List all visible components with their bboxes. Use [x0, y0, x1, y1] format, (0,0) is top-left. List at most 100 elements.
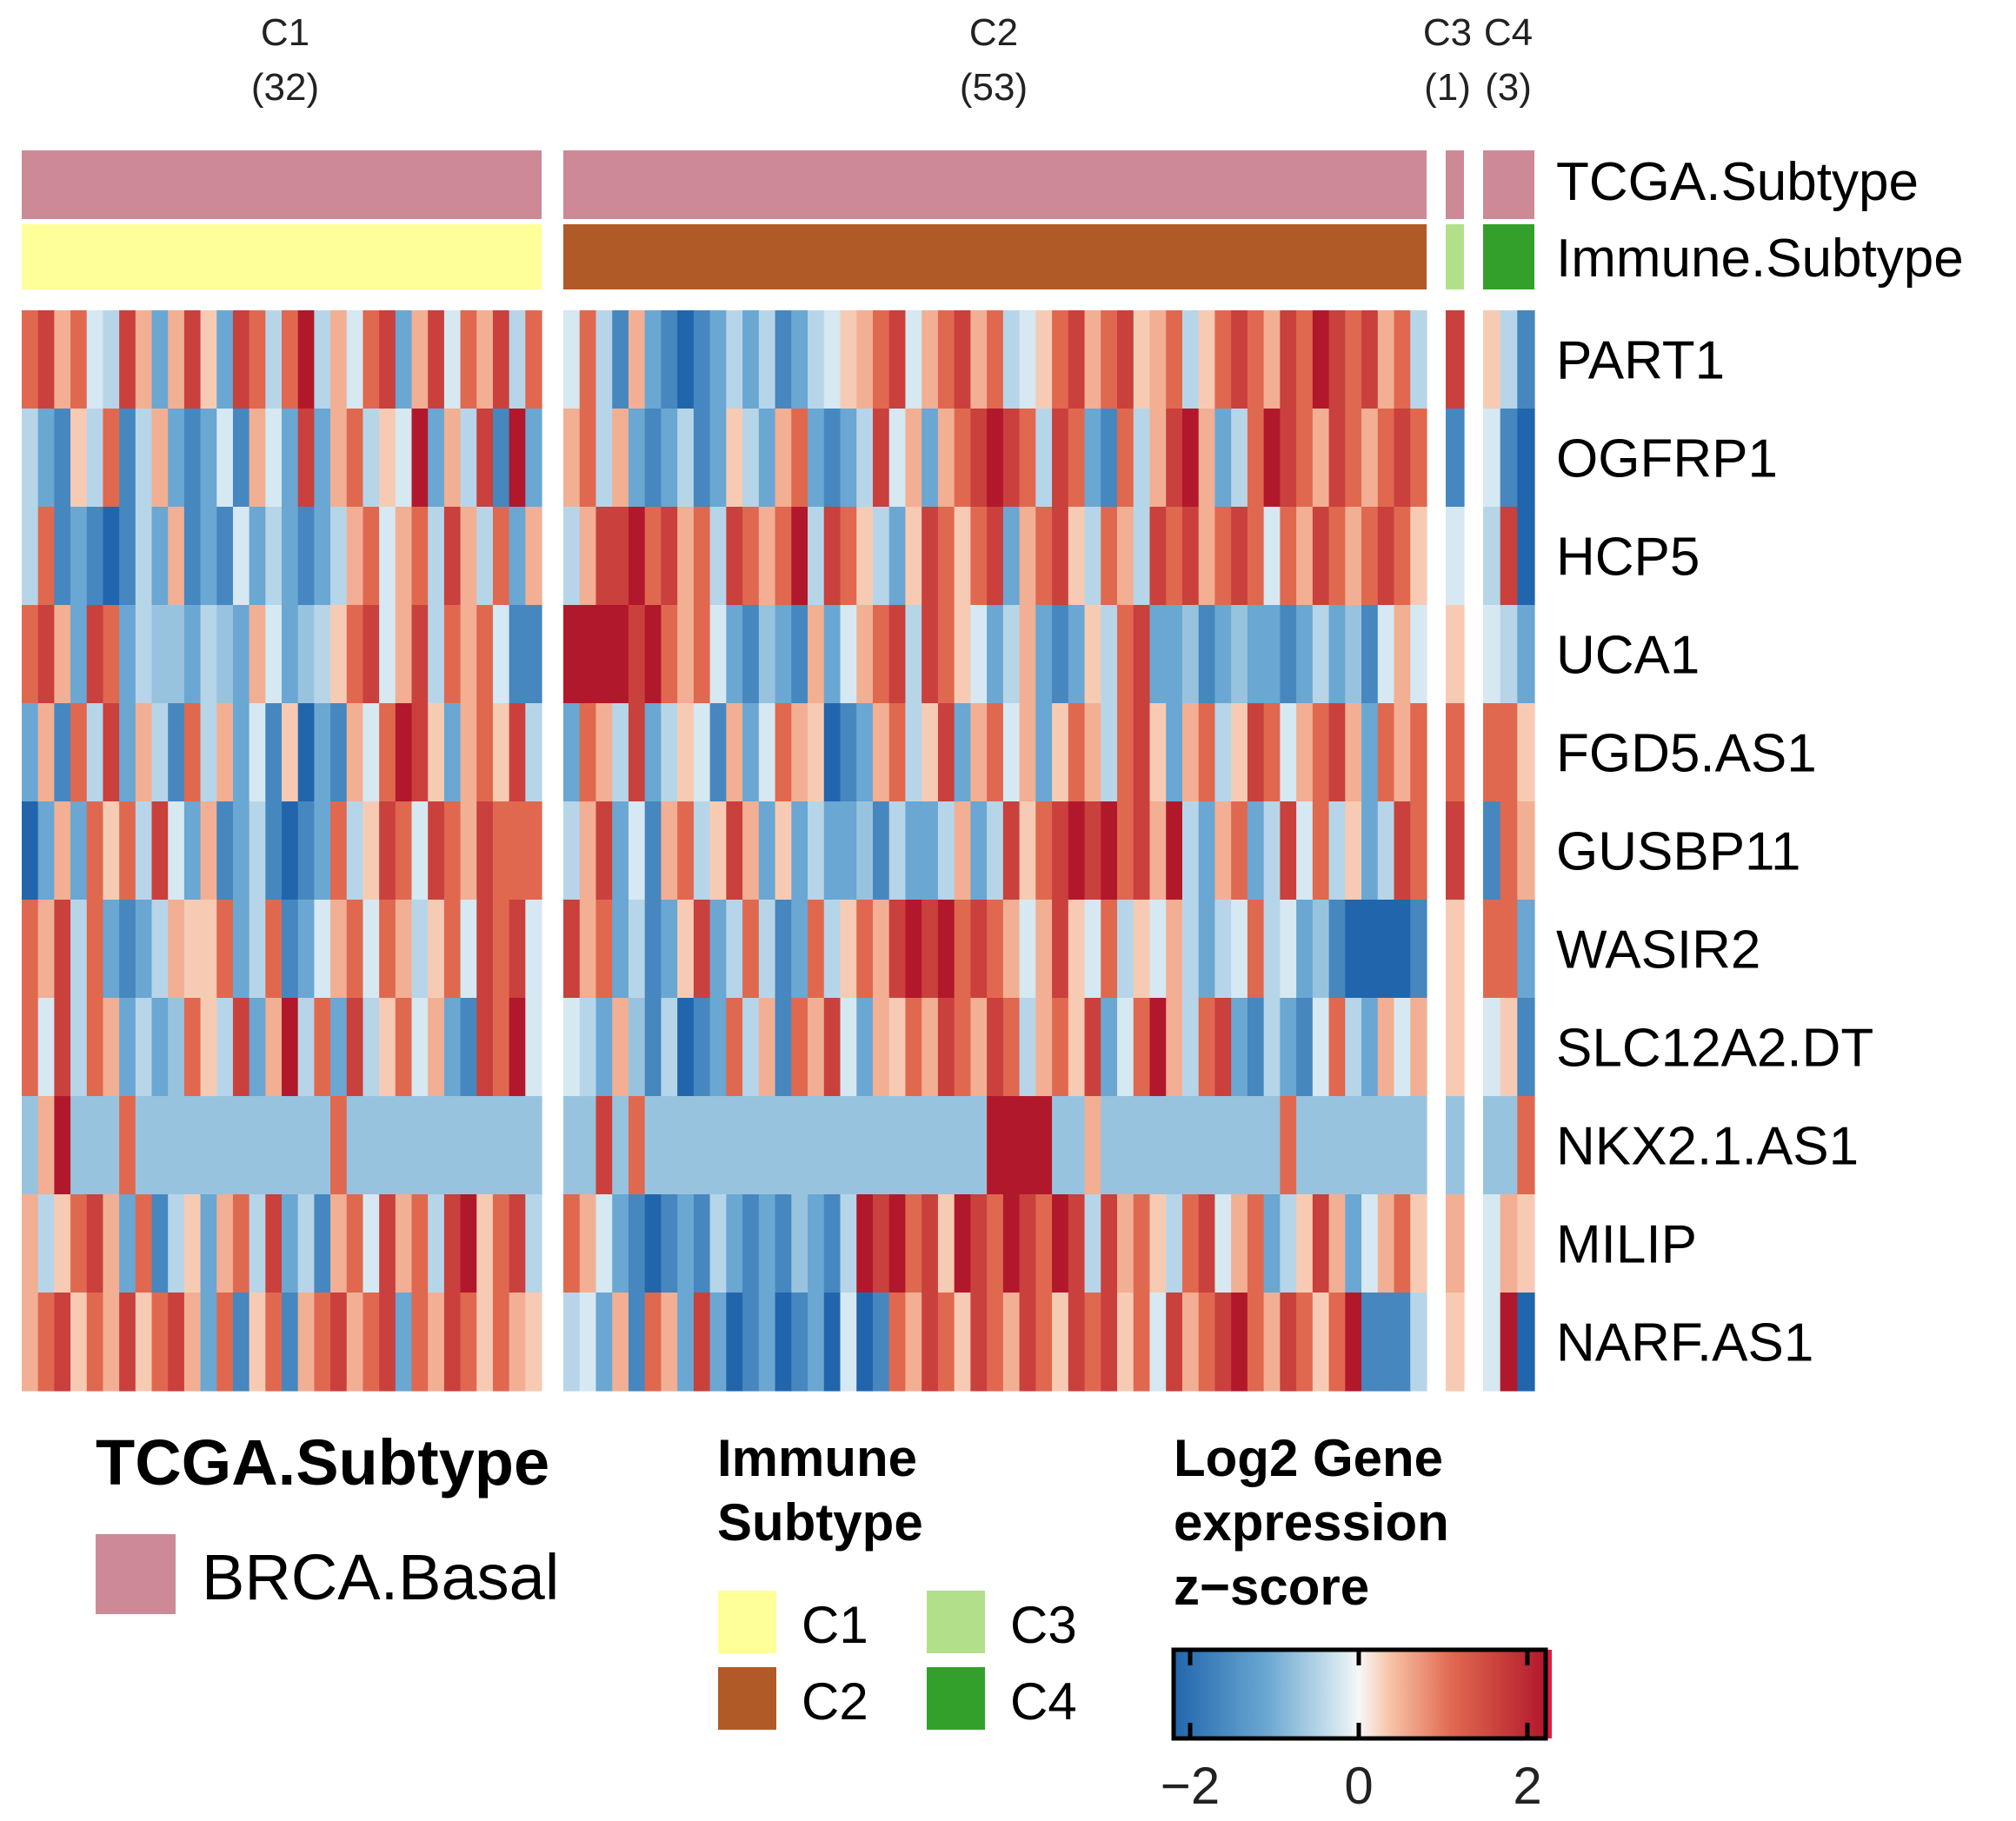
heatmap-cell: [1377, 801, 1395, 901]
heatmap-cell: [1312, 1096, 1330, 1195]
heatmap-cell: [628, 801, 646, 901]
heatmap-cell: [443, 1194, 462, 1293]
heatmap-cell: [1101, 1096, 1118, 1195]
heatmap-cell: [1361, 900, 1379, 999]
heatmap-cell: [265, 900, 283, 999]
heatmap-cell: [525, 310, 542, 409]
heatmap-cell: [888, 1293, 907, 1392]
heatmap-cell: [476, 1293, 494, 1392]
heatmap-cell: [612, 900, 629, 999]
heatmap-cell: [1483, 998, 1501, 1097]
heatmap-cell: [1214, 703, 1232, 802]
heatmap-cell: [1084, 900, 1101, 999]
heatmap-cell: [282, 507, 299, 606]
heatmap-cell: [1483, 605, 1501, 704]
heatmap-cell: [791, 605, 808, 704]
heatmap-cell: [119, 801, 136, 901]
heatmap-cell: [1101, 1194, 1118, 1293]
heatmap-cell: [644, 605, 662, 704]
immune-bar-c4: [1483, 224, 1534, 289]
heatmap-cell: [1101, 409, 1118, 508]
heatmap-cell: [677, 409, 695, 508]
heatmap-cell: [1198, 703, 1216, 802]
gene-label: PART1: [1556, 331, 1725, 391]
heatmap-cell: [1084, 1096, 1101, 1195]
heatmap-cell: [726, 310, 743, 409]
heatmap-cell: [1002, 801, 1021, 901]
heatmap-cell: [395, 998, 413, 1097]
heatmap-cell: [1361, 1293, 1379, 1392]
heatmap-cell: [525, 409, 542, 508]
heatmap-cell: [37, 409, 55, 508]
heatmap-cell: [856, 605, 874, 704]
heatmap-cell: [628, 605, 646, 704]
heatmap-cell: [954, 900, 971, 999]
heatmap-cell: [726, 1293, 743, 1392]
heatmap-cell: [758, 507, 776, 606]
heatmap-cell: [314, 605, 331, 704]
heatmap-cell: [872, 1293, 890, 1392]
heatmap-cell: [1263, 409, 1281, 508]
heatmap-cell: [200, 1194, 217, 1293]
heatmap-cell: [509, 703, 526, 802]
heatmap-cell: [119, 998, 136, 1097]
gene-label: MILIP: [1556, 1215, 1697, 1275]
heatmap-cell: [37, 1194, 55, 1293]
heatmap-cell: [460, 1194, 477, 1293]
heatmap-cell: [379, 507, 396, 606]
heatmap-cell: [200, 998, 217, 1097]
heatmap-cell: [677, 1293, 695, 1392]
heatmap-cell: [742, 507, 760, 606]
heatmap-cell: [249, 1096, 266, 1195]
heatmap-cell: [1328, 507, 1346, 606]
heatmap-cell: [37, 801, 55, 901]
heatmap-cell: [661, 409, 678, 508]
heatmap-cell: [1500, 703, 1518, 802]
tcga-bar-c4: [1483, 150, 1534, 219]
heatmap-cell: [905, 409, 922, 508]
heatmap-cell: [200, 900, 217, 999]
heatmap-cell: [1133, 801, 1151, 901]
heatmap-cell: [54, 507, 71, 606]
heatmap-cell: [922, 1194, 939, 1293]
heatmap-cell: [758, 1293, 776, 1392]
heatmap-cell: [135, 1293, 153, 1392]
heatmap-cell: [954, 1194, 971, 1293]
heatmap-cell: [428, 1096, 445, 1195]
heatmap-cell: [987, 409, 1004, 508]
heatmap-cell: [70, 1096, 88, 1195]
heatmap-cell: [1500, 1194, 1518, 1293]
heatmap-cell: [595, 1293, 613, 1392]
heatmap-cell: [661, 1293, 678, 1392]
heatmap-cell: [411, 1293, 429, 1392]
heatmap-cell: [232, 310, 250, 409]
heatmap-cell: [644, 1293, 662, 1392]
heatmap-cell: [693, 1096, 711, 1195]
heatmap-cell: [808, 310, 825, 409]
heatmap-cell: [282, 605, 299, 704]
heatmap-cell: [775, 1194, 792, 1293]
heatmap-cell: [151, 801, 169, 901]
heatmap-cell: [54, 605, 71, 704]
heatmap-cell: [509, 1194, 526, 1293]
heatmap-cell: [1312, 409, 1330, 508]
heatmap-cell: [330, 703, 348, 802]
heatmap-cell: [460, 703, 477, 802]
heatmap-cell: [330, 310, 348, 409]
heatmap-cell: [346, 703, 364, 802]
heatmap-cell: [563, 1096, 581, 1195]
heatmap-cell: [70, 1293, 88, 1392]
heatmap-cell: [379, 1293, 396, 1392]
heatmap-cell: [1361, 1194, 1379, 1293]
heatmap-cell: [742, 310, 760, 409]
cluster-label-c1: C1: [261, 11, 309, 54]
heatmap-cell: [249, 998, 266, 1097]
heatmap-cell: [37, 900, 55, 999]
heatmap-cell: [677, 1194, 695, 1293]
heatmap-cell: [1377, 998, 1395, 1097]
heatmap-cell: [1002, 310, 1021, 409]
heatmap-cell: [1517, 998, 1535, 1097]
heatmap-cell: [1410, 1293, 1427, 1392]
heatmap-cell: [1101, 507, 1118, 606]
heatmap-cell: [1312, 1194, 1330, 1293]
